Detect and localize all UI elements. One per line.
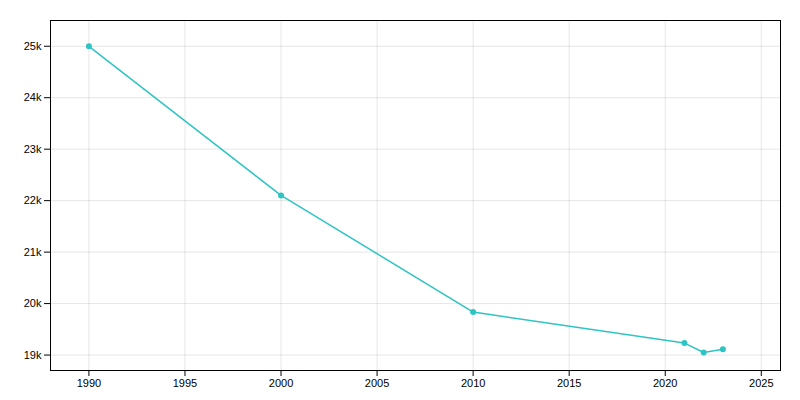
svg-text:1990: 1990 [77,377,101,389]
svg-text:2000: 2000 [269,377,293,389]
svg-text:20k: 20k [24,297,42,309]
svg-text:21k: 21k [24,246,42,258]
svg-text:24k: 24k [24,91,42,103]
svg-text:1995: 1995 [173,377,197,389]
svg-text:2025: 2025 [749,377,773,389]
svg-text:2005: 2005 [365,377,389,389]
svg-text:2015: 2015 [557,377,581,389]
svg-text:23k: 23k [24,143,42,155]
svg-text:2020: 2020 [653,377,677,389]
svg-text:25k: 25k [24,40,42,52]
svg-text:2010: 2010 [461,377,485,389]
svg-text:19k: 19k [24,349,42,361]
svg-text:22k: 22k [24,194,42,206]
